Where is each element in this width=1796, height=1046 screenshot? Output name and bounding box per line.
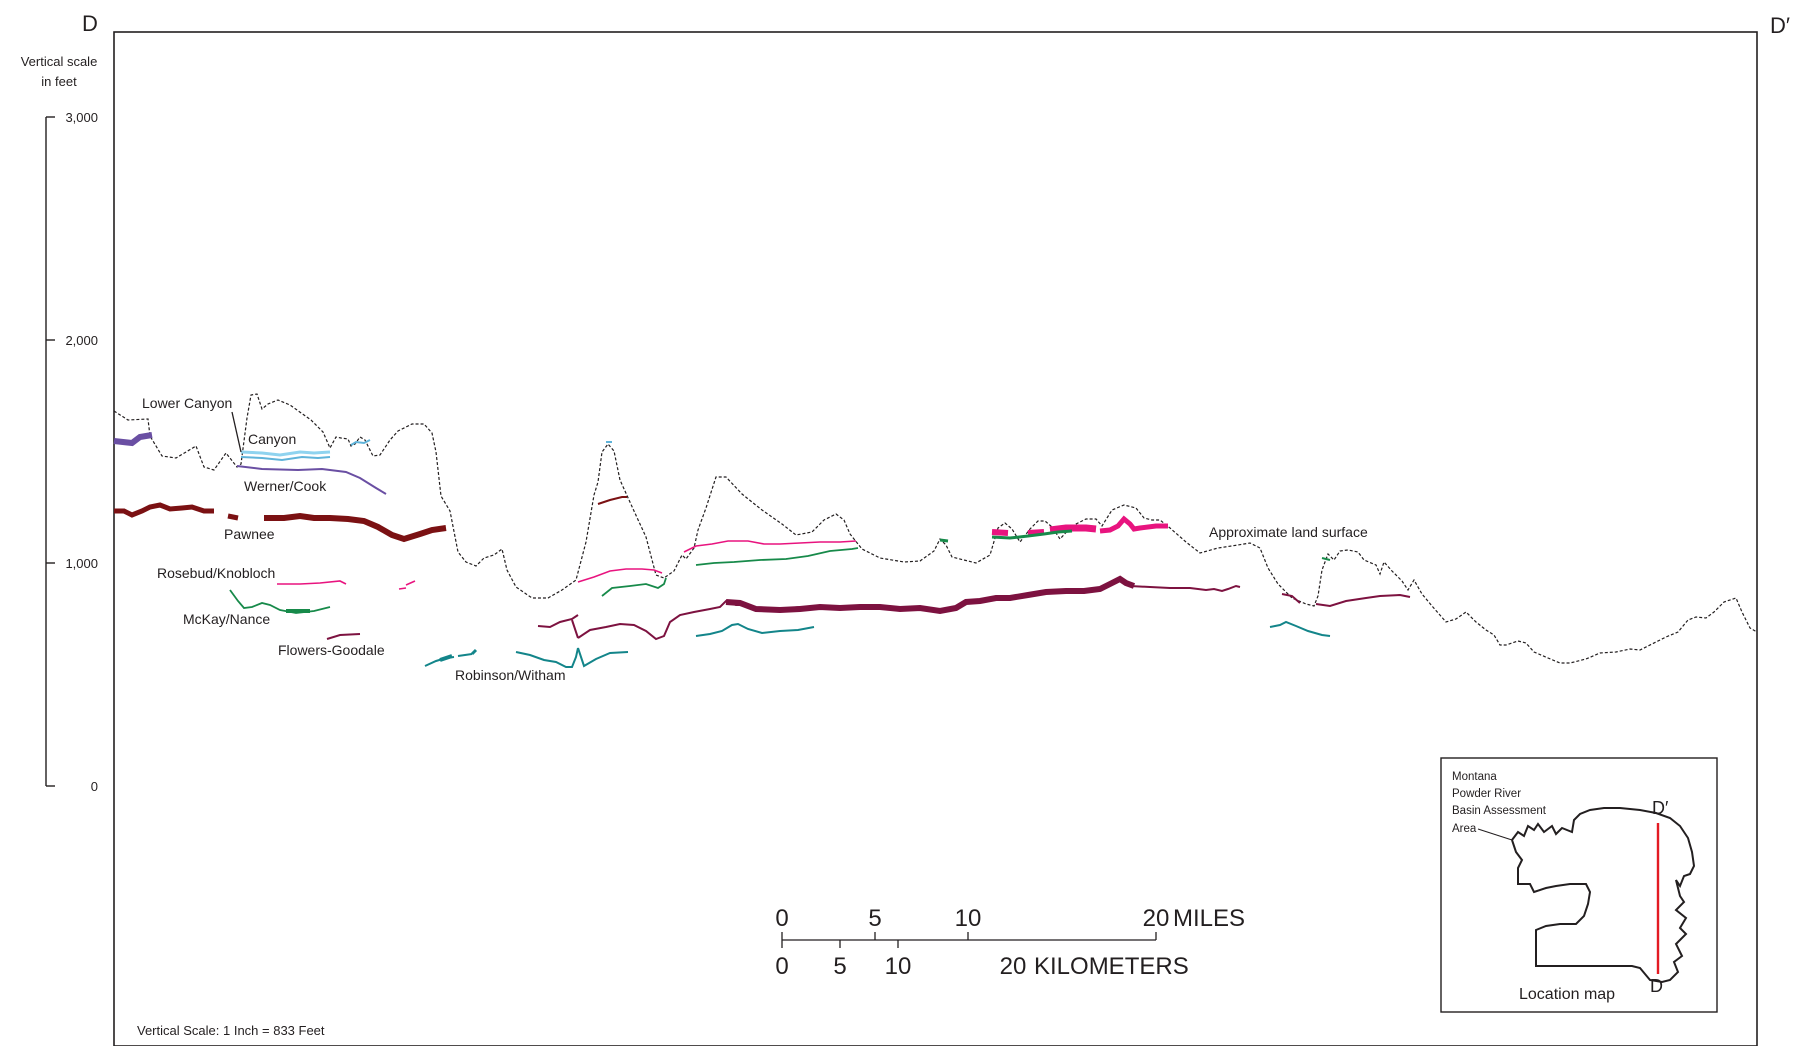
werner-cook-bed <box>236 465 387 495</box>
bar-scale: 0 5 10 20 MILES 0 5 10 20 KILOMETERS <box>775 905 1245 980</box>
unit-label-canyon: Canyon <box>248 431 296 447</box>
flowers-goodale-bed <box>571 619 579 639</box>
robinson-witham-bed <box>515 647 579 668</box>
mckay-bed <box>991 529 1073 540</box>
coal-beds <box>113 432 1411 668</box>
location-map-area-label: Basin Assessment <box>1452 805 1547 817</box>
canyon-bed <box>350 439 371 446</box>
bar-scale-km-tick: 0 <box>775 953 788 980</box>
mckay-bed <box>939 538 949 543</box>
location-map-area-label: Area <box>1452 823 1477 835</box>
mckay-bed <box>1321 557 1331 561</box>
location-map-top-label: D′ <box>1652 798 1669 818</box>
unit-label-rosebud: Rosebud/Knobloch <box>157 565 275 581</box>
vertical-scale-tick-label: 1,000 <box>65 556 98 571</box>
unit-labels: Lower Canyon Canyon Werner/Cook Pawnee R… <box>142 395 1368 683</box>
mckay-bed <box>601 577 667 597</box>
rosebud-bed <box>683 540 857 553</box>
bar-scale-km-tick: 20 <box>1000 953 1027 980</box>
bar-scale-km-tick: 10 <box>885 953 912 980</box>
mckay-bed <box>229 589 331 614</box>
bar-scale-miles-tick: 20 <box>1143 905 1170 932</box>
rosebud-bed <box>398 587 407 590</box>
werner-cook-bed <box>113 432 153 447</box>
bar-scale-miles-tick: 10 <box>955 905 982 932</box>
pawnee-bed <box>114 502 214 518</box>
location-map-bottom-label: D <box>1650 976 1663 996</box>
location-map-area-label: Montana <box>1452 771 1497 783</box>
rosebud-bed <box>1099 515 1168 534</box>
unit-label-pawnee: Pawnee <box>224 526 275 542</box>
location-map-inset: Montana Powder River Basin Assessment Ar… <box>1440 757 1718 1013</box>
robinson-witham-bed <box>457 653 473 657</box>
flowers-goodale-bed <box>326 633 361 640</box>
unit-label-werner-cook: Werner/Cook <box>244 478 327 494</box>
rosebud-bed <box>991 529 1009 536</box>
vertical-scale-unit: in feet <box>41 74 77 89</box>
robinson-witham-bed <box>1269 620 1331 637</box>
rosebud-bed <box>577 568 663 583</box>
robinson-witham-bed <box>439 654 453 662</box>
mckay-bed <box>695 547 859 566</box>
flowers-goodale-bed <box>1129 584 1241 593</box>
section-end-label: D′ <box>1770 13 1790 38</box>
rosebud-bed <box>1027 529 1045 536</box>
unit-label-mckay: McKay/Nance <box>183 611 270 627</box>
vertical-scale-tick-label: 0 <box>91 779 98 794</box>
vertical-scale-footnote: Vertical Scale: 1 Inch = 833 Feet <box>137 1023 325 1038</box>
pawnee-bed <box>264 512 447 543</box>
unit-label-flowers-goodale: Flowers-Goodale <box>278 642 385 658</box>
robinson-witham-bed <box>577 647 629 668</box>
section-frame <box>113 31 1758 1046</box>
rosebud-bed <box>1049 524 1097 534</box>
unit-label-robinson-witham: Robinson/Witham <box>455 667 566 683</box>
lower-canyon-bed <box>240 455 331 462</box>
rosebud-bed <box>277 580 347 585</box>
section-start-label: D <box>82 11 98 36</box>
robinson-witham-bed <box>695 622 815 637</box>
vertical-scale: Vertical scale in feet 3,000 2,000 1,000… <box>21 54 98 794</box>
rosebud-bed <box>405 580 416 586</box>
bar-scale-km-unit: KILOMETERS <box>1034 953 1189 980</box>
bar-scale-miles-unit: MILES <box>1173 905 1245 932</box>
vertical-scale-title: Vertical scale <box>21 54 98 69</box>
flowers-goodale-bed <box>1315 593 1411 608</box>
vertical-scale-tick-label: 2,000 <box>65 333 98 348</box>
location-map-area-label: Powder River <box>1452 788 1521 800</box>
bar-scale-miles-tick: 5 <box>868 905 881 932</box>
pawnee-bed <box>597 496 627 505</box>
flowers-goodale-bed <box>1281 593 1301 604</box>
lower-canyon-leader-line <box>231 411 242 453</box>
pawnee-bed <box>227 513 239 521</box>
flowers-goodale-bed <box>537 614 579 629</box>
location-map-leader-line <box>1477 828 1513 841</box>
unit-label-lower-canyon: Lower Canyon <box>142 395 232 411</box>
land-surface-line <box>113 393 1758 664</box>
bar-scale-miles-tick: 0 <box>775 905 788 932</box>
location-map-caption: Location map <box>1519 986 1615 1003</box>
bar-scale-km-tick: 5 <box>833 953 846 980</box>
flowers-goodale-bed <box>725 575 1136 615</box>
robinson-witham-bed <box>470 648 478 656</box>
canyon-bed <box>240 450 331 457</box>
land-surface-label: Approximate land surface <box>1209 524 1368 540</box>
assessment-area-outline <box>1511 807 1696 984</box>
vertical-scale-tick-label: 3,000 <box>65 110 98 125</box>
